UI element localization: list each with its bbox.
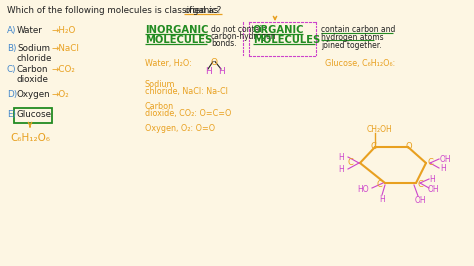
- Text: C: C: [371, 142, 377, 151]
- Text: organic?: organic?: [184, 6, 222, 15]
- Text: H: H: [440, 164, 446, 173]
- Text: Carbon
dioxide: Carbon dioxide: [17, 65, 49, 84]
- Text: OH: OH: [415, 196, 427, 205]
- Text: A): A): [7, 26, 17, 35]
- Text: Water: Water: [17, 26, 43, 35]
- Text: ORGANIC: ORGANIC: [253, 25, 304, 35]
- Text: Glucose: Glucose: [17, 110, 52, 119]
- Text: chloride, NaCl: Na-Cl: chloride, NaCl: Na-Cl: [145, 87, 228, 96]
- Text: INORGANIC: INORGANIC: [145, 25, 209, 35]
- Text: →NaCl: →NaCl: [52, 44, 80, 53]
- Text: contain carbon and: contain carbon and: [321, 25, 395, 34]
- Text: bonds.: bonds.: [211, 39, 237, 48]
- Text: Oxygen, O₂: O=O: Oxygen, O₂: O=O: [145, 124, 215, 133]
- Text: H: H: [338, 153, 344, 162]
- Text: OH: OH: [440, 155, 452, 164]
- Text: Oxygen: Oxygen: [17, 90, 51, 99]
- Text: O: O: [406, 142, 413, 151]
- Text: Carbon: Carbon: [145, 102, 174, 111]
- Text: Water, H₂O:: Water, H₂O:: [145, 59, 192, 68]
- Text: MOLECULES: MOLECULES: [253, 35, 320, 45]
- Text: H: H: [218, 67, 225, 76]
- Text: →H₂O: →H₂O: [52, 26, 76, 35]
- Text: H: H: [429, 175, 435, 184]
- Text: Glucose, C₆H₁₂O₆:: Glucose, C₆H₁₂O₆:: [325, 59, 395, 68]
- Text: dioxide, CO₂: O=C=O: dioxide, CO₂: O=C=O: [145, 109, 231, 118]
- Text: C: C: [348, 158, 354, 167]
- Text: →CO₂: →CO₂: [52, 65, 76, 74]
- Text: E): E): [7, 110, 16, 119]
- Text: CH₂OH: CH₂OH: [367, 125, 393, 134]
- Text: H: H: [205, 67, 212, 76]
- Text: Which of the following molecules is classified as: Which of the following molecules is clas…: [7, 6, 221, 15]
- Text: hydrogen atoms: hydrogen atoms: [321, 33, 383, 42]
- Text: D): D): [7, 90, 17, 99]
- Text: C: C: [418, 180, 424, 189]
- Text: C₆H₁₂O₆: C₆H₁₂O₆: [10, 133, 50, 143]
- Text: H: H: [379, 195, 385, 204]
- Text: OH: OH: [428, 185, 439, 194]
- Text: MOLECULES: MOLECULES: [145, 35, 212, 45]
- Text: Sodium
chloride: Sodium chloride: [17, 44, 52, 63]
- Text: do not contain: do not contain: [211, 25, 266, 34]
- Text: H: H: [338, 165, 344, 174]
- Text: C: C: [428, 158, 434, 167]
- Text: B): B): [7, 44, 17, 53]
- Text: C: C: [377, 180, 383, 189]
- Text: HO: HO: [357, 185, 369, 194]
- Text: joined together.: joined together.: [321, 41, 382, 50]
- Text: →O₂: →O₂: [52, 90, 70, 99]
- Text: C): C): [7, 65, 17, 74]
- Text: O: O: [211, 58, 218, 67]
- Text: Sodium: Sodium: [145, 80, 175, 89]
- Text: carbon-hydrogen: carbon-hydrogen: [211, 32, 277, 41]
